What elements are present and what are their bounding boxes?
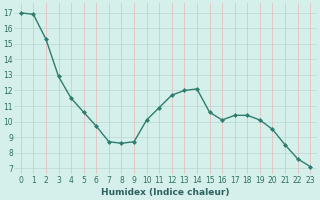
X-axis label: Humidex (Indice chaleur): Humidex (Indice chaleur): [101, 188, 230, 197]
